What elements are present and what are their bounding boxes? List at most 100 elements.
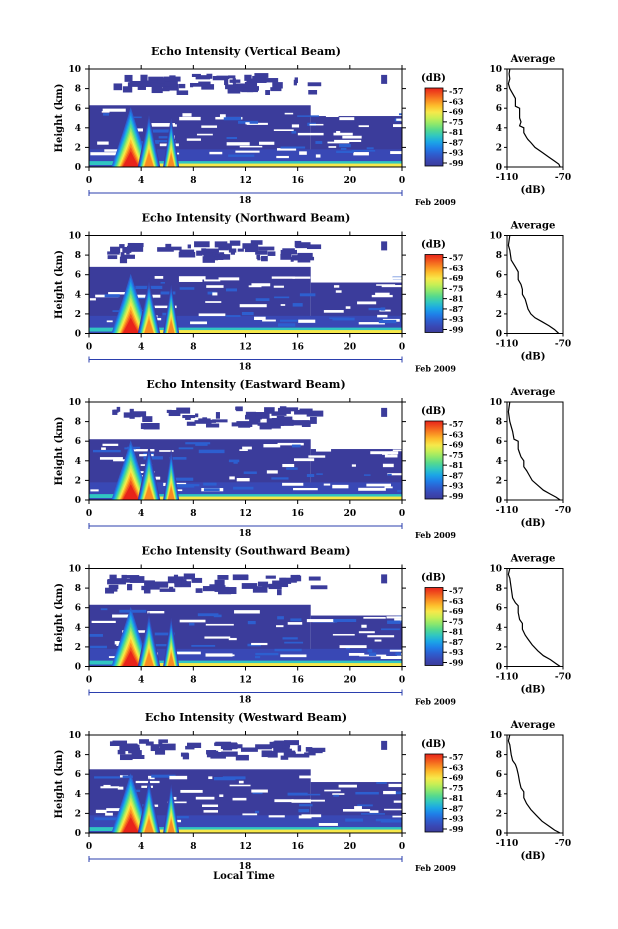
echo-cell	[113, 409, 119, 413]
echo-cell	[307, 82, 322, 87]
echo-streak	[90, 489, 99, 492]
echo-cell	[145, 741, 154, 746]
echo-streak	[363, 474, 371, 476]
colorbar-tick-label: -75	[449, 616, 463, 626]
convective-cell	[167, 652, 175, 667]
y-axis-label: Height (km)	[54, 750, 65, 819]
average-y-tick-label: 4	[496, 290, 502, 300]
colorbar-tick-label: -87	[449, 470, 463, 480]
echo-cell	[121, 744, 138, 752]
echo-streak	[251, 789, 268, 793]
echo-streak	[219, 794, 224, 797]
echo-streak	[233, 486, 254, 490]
echo-cell	[164, 85, 174, 90]
echo-streak	[122, 775, 133, 779]
echo-streak	[105, 812, 113, 816]
echo-cell	[182, 753, 190, 760]
colorbar-tick-label: -99	[449, 491, 464, 501]
echo-streak	[91, 620, 116, 623]
echo-cell	[238, 423, 251, 428]
echo-streak	[213, 777, 236, 781]
echo-streak	[282, 463, 295, 468]
echo-cell	[105, 587, 115, 594]
echo-cell	[244, 245, 259, 253]
colorbar-tick-label: -75	[449, 283, 463, 293]
echo-streak	[103, 784, 111, 788]
x-tick-label: 0	[399, 676, 405, 686]
echo-cell	[265, 78, 279, 83]
echo-streak	[286, 467, 298, 470]
echo-streak	[358, 125, 369, 128]
echo-layer-surface	[89, 494, 402, 499]
average-frame	[506, 68, 564, 168]
colorbar-tick-label: -69	[449, 273, 464, 283]
echo-streak	[333, 619, 357, 623]
echo-cell	[148, 582, 160, 590]
x-tick-label: 8	[190, 842, 196, 852]
average-y-tick-label: 0	[496, 496, 502, 506]
echo-streak	[377, 314, 388, 318]
echo-streak	[357, 301, 377, 305]
echo-cell	[124, 74, 133, 82]
echo-streak	[203, 482, 217, 486]
echo-streak	[89, 634, 103, 637]
echo-cell	[157, 88, 170, 92]
echo-cell	[201, 248, 207, 255]
average-x-tick-label: -70	[555, 173, 571, 183]
echo-streak	[132, 449, 155, 452]
echo-streak	[370, 451, 394, 455]
average-frame	[506, 734, 564, 834]
echo-cell	[143, 422, 160, 430]
echo-cell	[112, 740, 128, 746]
echo-cell	[113, 83, 123, 91]
echo-streak	[345, 647, 350, 650]
echo-cell	[119, 754, 133, 761]
echo-streak	[255, 298, 270, 302]
x-tick-label: 16	[291, 343, 304, 353]
echo-cell	[206, 423, 220, 428]
convective-cell	[144, 818, 154, 833]
echo-cell	[119, 244, 125, 249]
month-label: Feb 2009	[415, 863, 456, 873]
echo-cell	[137, 84, 146, 90]
average-y-tick-label: 6	[496, 604, 502, 614]
echo-cell	[262, 584, 270, 588]
echo-streak	[150, 140, 176, 143]
echo-cell	[249, 417, 261, 423]
x-tick-label: 4	[138, 509, 144, 519]
echo-streak	[178, 276, 206, 280]
echo-streak	[176, 819, 182, 823]
echo-streak	[254, 316, 266, 321]
echo-cell	[178, 83, 186, 89]
echo-streak	[228, 154, 255, 157]
convective-cell	[144, 318, 154, 334]
colorbar	[424, 753, 444, 833]
x-tick-label: 0	[86, 176, 92, 186]
echo-cell	[169, 75, 176, 82]
echo-cell	[122, 246, 132, 253]
average-y-tick-label: 8	[496, 584, 502, 594]
echo-cell	[308, 749, 323, 754]
y-tick-label: 8	[75, 751, 81, 761]
echo-streak	[293, 487, 318, 491]
echo-streak	[101, 111, 110, 113]
average-y-tick-label: 6	[496, 437, 502, 447]
colorbar-tick-label: -75	[449, 117, 463, 127]
colorbar-tick-label: -87	[449, 803, 463, 813]
echo-streak	[197, 613, 219, 617]
echo-cell	[131, 745, 138, 751]
echo-streak	[205, 301, 222, 303]
echo-cell	[113, 586, 118, 592]
echo-streak	[262, 319, 276, 322]
echo-streak	[195, 796, 215, 800]
echo-streak	[386, 616, 402, 619]
echo-cell	[240, 747, 258, 752]
panel-title: Echo Intensity (Westward Beam)	[145, 711, 347, 724]
colorbar-tick-label: -57	[449, 86, 463, 96]
echo-streak	[175, 484, 200, 487]
echo-cell	[191, 73, 201, 77]
echo-streak	[196, 133, 213, 136]
echo-cell	[201, 84, 215, 90]
echo-streak	[277, 323, 296, 327]
x-tick-label: 0	[86, 842, 92, 852]
